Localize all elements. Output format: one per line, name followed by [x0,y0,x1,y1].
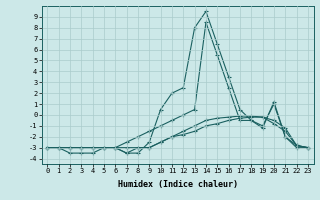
X-axis label: Humidex (Indice chaleur): Humidex (Indice chaleur) [118,180,237,189]
